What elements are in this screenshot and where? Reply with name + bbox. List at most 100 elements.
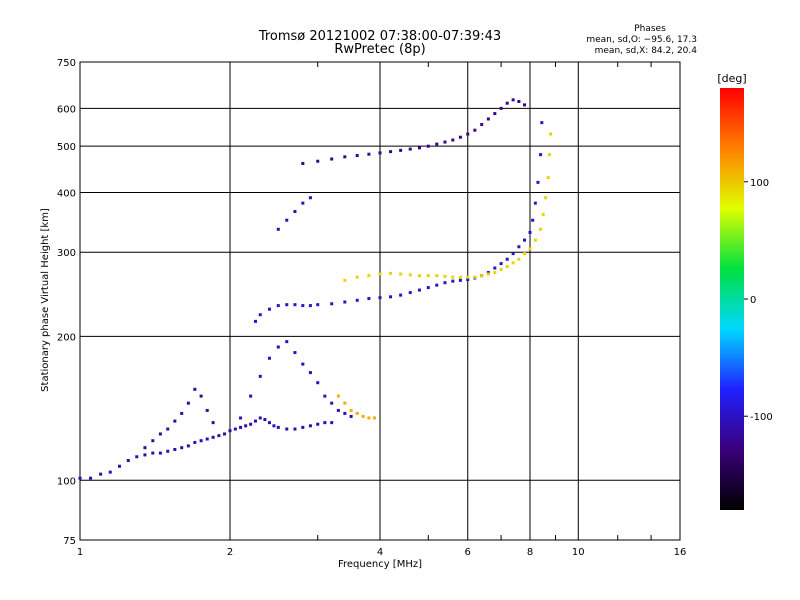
data-point bbox=[493, 271, 497, 275]
colorbar bbox=[720, 88, 744, 510]
y-tick-label: 100 bbox=[57, 476, 76, 487]
data-point bbox=[223, 432, 227, 436]
data-point bbox=[158, 451, 162, 455]
data-point bbox=[355, 154, 359, 158]
data-point bbox=[399, 272, 403, 276]
data-point bbox=[343, 300, 347, 304]
data-point bbox=[343, 155, 347, 159]
data-point bbox=[435, 274, 439, 278]
data-point bbox=[426, 144, 430, 148]
y-axis-label: Stationary phase Virtual Height [km] bbox=[40, 208, 51, 392]
data-point bbox=[301, 362, 305, 366]
data-point bbox=[199, 394, 203, 398]
data-point bbox=[389, 150, 393, 154]
data-point bbox=[143, 453, 147, 457]
data-point bbox=[443, 281, 447, 285]
data-point bbox=[89, 476, 93, 480]
data-point bbox=[308, 424, 312, 428]
data-point bbox=[276, 304, 280, 308]
data-point bbox=[316, 159, 320, 163]
data-point bbox=[193, 387, 197, 391]
data-point bbox=[180, 446, 184, 450]
data-point bbox=[244, 424, 248, 428]
data-point bbox=[316, 422, 320, 426]
data-point bbox=[533, 238, 537, 242]
data-point bbox=[158, 432, 162, 436]
y-tick-label: 500 bbox=[57, 142, 76, 153]
data-point bbox=[546, 175, 550, 179]
data-point bbox=[435, 283, 439, 287]
data-point bbox=[355, 275, 359, 279]
data-point bbox=[336, 394, 340, 398]
data-point bbox=[408, 291, 412, 295]
data-point bbox=[330, 421, 334, 425]
data-point bbox=[367, 152, 371, 156]
data-point bbox=[505, 257, 509, 261]
data-point bbox=[249, 394, 253, 398]
data-point bbox=[443, 274, 447, 278]
data-point bbox=[486, 271, 490, 275]
y-axis-ticks: 75 100 200 300 400 500 600 750 bbox=[57, 58, 76, 547]
x-tick-label: 2 bbox=[227, 547, 233, 558]
data-point bbox=[539, 227, 543, 231]
data-point bbox=[126, 458, 130, 462]
data-point bbox=[330, 157, 334, 161]
data-point bbox=[199, 439, 203, 443]
data-point bbox=[528, 230, 532, 234]
data-point bbox=[540, 121, 544, 125]
data-point bbox=[408, 147, 412, 151]
x-tick-label: 6 bbox=[465, 547, 471, 558]
data-point bbox=[549, 132, 553, 136]
data-point bbox=[528, 247, 532, 251]
data-point bbox=[99, 472, 103, 476]
data-point bbox=[343, 401, 347, 405]
data-point bbox=[253, 419, 257, 423]
data-point bbox=[458, 278, 462, 282]
data-point bbox=[378, 296, 382, 300]
data-point bbox=[239, 416, 243, 420]
x-tick-label: 16 bbox=[674, 547, 687, 558]
data-point bbox=[499, 106, 503, 110]
data-point bbox=[517, 257, 521, 261]
data-point bbox=[408, 273, 412, 277]
colorbar-label: [deg] bbox=[717, 72, 746, 85]
colorbar-tick-label: 0 bbox=[750, 295, 756, 306]
data-point bbox=[361, 414, 365, 418]
data-point bbox=[349, 414, 353, 418]
data-point bbox=[367, 416, 371, 420]
y-tick-label: 200 bbox=[57, 332, 76, 343]
data-point bbox=[211, 435, 215, 439]
data-point bbox=[193, 440, 197, 444]
data-point bbox=[316, 381, 320, 385]
data-point bbox=[293, 303, 297, 307]
data-point bbox=[451, 275, 455, 279]
data-point bbox=[308, 304, 312, 308]
data-point bbox=[523, 238, 527, 242]
data-point bbox=[367, 274, 371, 278]
data-point bbox=[301, 425, 305, 429]
phases-o-line: mean, sd,O: −95.6, 17.3 bbox=[586, 35, 697, 45]
data-point bbox=[166, 427, 170, 431]
data-point bbox=[211, 421, 215, 425]
data-point bbox=[473, 275, 477, 279]
data-point bbox=[466, 132, 470, 136]
grid-lines bbox=[80, 62, 680, 540]
data-point bbox=[451, 138, 455, 142]
data-point bbox=[505, 265, 509, 269]
data-point bbox=[205, 437, 209, 441]
data-point bbox=[355, 411, 359, 415]
data-point bbox=[511, 252, 515, 256]
data-point bbox=[389, 271, 393, 275]
data-point bbox=[180, 411, 184, 415]
data-point bbox=[258, 313, 262, 317]
data-point bbox=[505, 101, 509, 105]
data-point bbox=[233, 427, 237, 431]
colorbar-ticks: 100 0 -100 bbox=[744, 178, 773, 423]
data-point bbox=[343, 411, 347, 415]
data-point bbox=[323, 394, 327, 398]
data-point bbox=[458, 275, 462, 279]
data-point bbox=[533, 201, 537, 205]
data-point bbox=[330, 302, 334, 306]
data-point bbox=[276, 227, 280, 231]
data-point bbox=[239, 425, 243, 429]
